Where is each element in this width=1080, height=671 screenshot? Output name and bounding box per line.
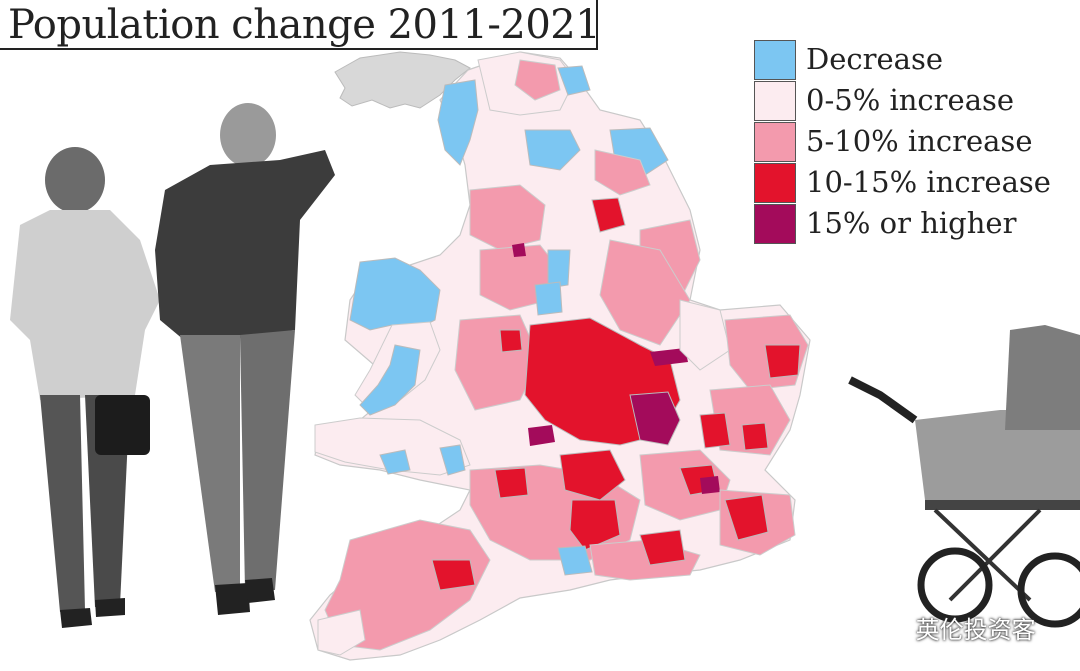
baby-pram-photo — [848, 325, 1080, 628]
legend-label: Decrease — [806, 42, 944, 76]
norwich-red — [764, 344, 801, 379]
wales-south-decrease-2 — [439, 444, 466, 476]
watermark: 英伦投资客 — [868, 610, 1036, 647]
legend-item: 0-5% increase — [754, 81, 1074, 121]
wilts-red — [569, 499, 621, 551]
legend-label: 15% or higher — [806, 206, 1017, 240]
london-purple — [700, 476, 720, 494]
devon-red — [431, 559, 476, 591]
scotland-outline — [334, 51, 471, 109]
east-mid-pink — [599, 239, 691, 346]
legend-label: 5-10% increase — [806, 124, 1033, 158]
north-decrease-3 — [534, 281, 563, 316]
manc-purple — [512, 243, 526, 257]
legend-swatch — [754, 163, 796, 203]
legend-label: 10-15% increase — [806, 165, 1051, 199]
legend-item: 10-15% increase — [754, 163, 1074, 203]
legend-swatch — [754, 204, 796, 244]
legend-item: Decrease — [754, 40, 1074, 80]
midlands-purple-2 — [650, 348, 688, 366]
legend-item: 5-10% increase — [754, 122, 1074, 162]
devon-pink — [324, 519, 491, 651]
cambs-red — [699, 412, 731, 449]
tyne-pink — [514, 59, 561, 101]
legend-item: 15% or higher — [754, 204, 1074, 244]
elderly-couple-photo — [10, 103, 335, 628]
ipswich-red — [741, 422, 769, 451]
map-title: Population change 2011-2021 — [8, 2, 601, 48]
legend-swatch — [754, 122, 796, 162]
kent-red — [724, 494, 769, 541]
teesside-decrease — [557, 65, 591, 96]
cumbria-decrease — [437, 79, 479, 166]
york-pink — [594, 149, 651, 196]
lincoln-light — [679, 299, 731, 371]
title-box: Population change 2011-2021 — [0, 0, 601, 50]
glos-purple — [528, 425, 555, 446]
bristol-red — [494, 467, 529, 499]
wechat-icon — [868, 615, 902, 647]
north-decrease-1 — [524, 129, 581, 171]
legend-swatch — [754, 81, 796, 121]
legend-label: 0-5% increase — [806, 83, 1015, 117]
leeds-red — [591, 197, 626, 233]
oxford-red — [559, 449, 626, 501]
wales-south-decrease — [379, 449, 411, 475]
legend-swatch — [754, 40, 796, 80]
lancs-pink — [469, 184, 546, 251]
shrop-red — [499, 329, 523, 353]
north-decrease-2 — [547, 249, 571, 289]
cornwall-light — [317, 609, 366, 656]
hamps-red — [639, 529, 686, 566]
watermark-text: 英伦投资客 — [915, 616, 1036, 644]
dorset-decrease — [557, 545, 593, 576]
wales-west-decrease — [359, 344, 421, 416]
midlands-purple — [629, 391, 681, 446]
